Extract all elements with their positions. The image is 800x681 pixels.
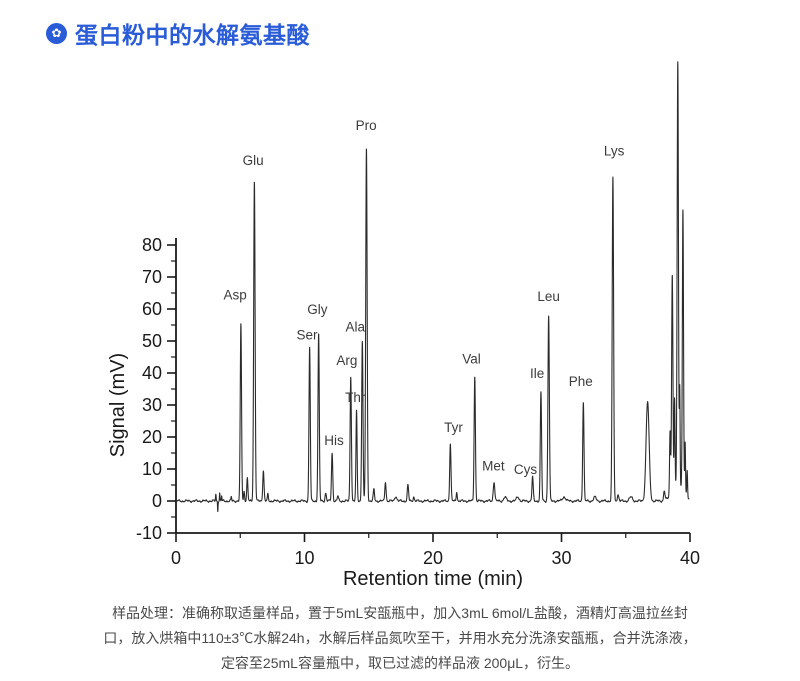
x-axis-title: Retention time (min) (343, 568, 523, 590)
y-tick-label: -10 (136, 523, 162, 543)
y-axis-title: Signal (mV) (107, 353, 129, 457)
x-tick-label: 30 (551, 548, 571, 568)
note-line: 口，放入烘箱中110±3℃水解24h，水解后样品氮吹至干，并用水充分洗涤安瓿瓶，… (103, 630, 697, 646)
x-tick-label: 40 (680, 548, 700, 568)
peak-label-phe: Phe (569, 374, 593, 389)
y-tick-label: 60 (142, 299, 162, 319)
peak-label-asp: Asp (223, 287, 246, 302)
peak-label-ala: Ala (345, 319, 365, 334)
note-line: 样品处理：准确称取适量样品，置于5mL安瓿瓶中，加入3mL 6mol/L盐酸，酒… (112, 605, 688, 621)
x-tick-label: 20 (423, 548, 443, 568)
x-tick-label: 10 (294, 548, 314, 568)
y-tick-label: 10 (142, 459, 162, 479)
peak-label-pro: Pro (356, 118, 377, 133)
page-title: 蛋白粉中的水解氨基酸 (75, 22, 310, 48)
peak-label-arg: Arg (336, 353, 357, 368)
page-header: ✿ 蛋白粉中的水解氨基酸 (46, 16, 310, 50)
peak-label-gly: Gly (307, 302, 328, 317)
chromatogram-plot: -10 0 10 20 30 40 50 60 70 80 0 10 20 30 40 Retention t… (107, 61, 700, 590)
y-tick-label: 0 (152, 491, 162, 511)
peak-label-glu: Glu (243, 153, 264, 168)
peak-label-thr: Thr (345, 390, 366, 405)
peak-label-leu: Leu (537, 289, 560, 304)
peak-label-ile: Ile (530, 366, 544, 381)
y-tick-label: 20 (142, 427, 162, 447)
peak-label-tyr: Tyr (444, 420, 463, 435)
y-tick-label: 40 (142, 363, 162, 383)
peak-label-cys: Cys (514, 462, 537, 477)
peak-label-ser: Ser (297, 327, 319, 342)
peak-label-val: Val (462, 351, 481, 366)
signal-trace (175, 61, 690, 513)
peak-label-met: Met (482, 459, 505, 474)
peak-label-his: His (324, 433, 344, 448)
note-line: 定容至25mL容量瓶中，取已过滤的样品液 200μL，衍生。 (220, 655, 580, 671)
peak-label-lys: Lys (604, 143, 625, 158)
x-tick-label: 0 (171, 548, 181, 568)
y-tick-label: 50 (142, 331, 162, 351)
y-tick-label: 30 (142, 395, 162, 415)
sample-preparation-note: 样品处理：准确称取适量样品，置于5mL安瓿瓶中，加入3mL 6mol/L盐酸，酒… (60, 601, 740, 676)
flower-icon: ✿ (46, 22, 67, 44)
y-tick-label: 80 (142, 235, 162, 255)
y-tick-label: 70 (142, 267, 162, 287)
